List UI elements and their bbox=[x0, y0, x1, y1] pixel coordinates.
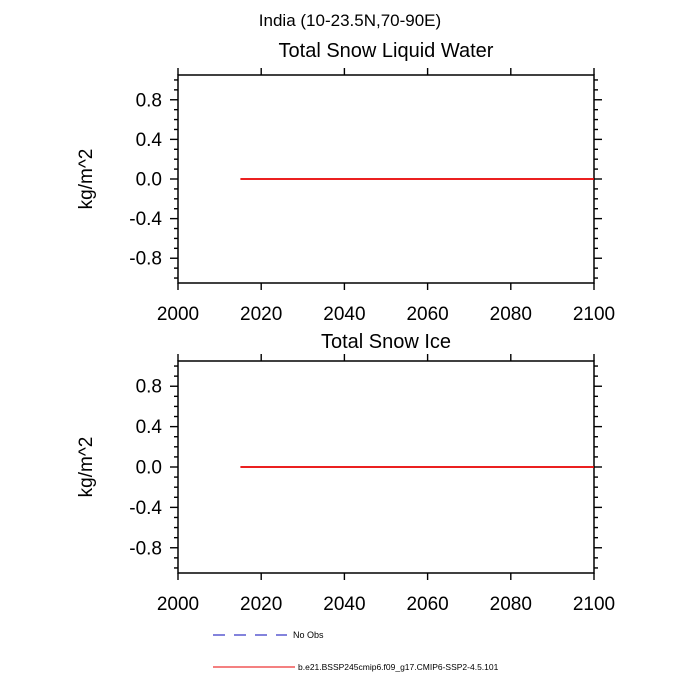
y-tick-label: -0.8 bbox=[129, 249, 162, 270]
x-tick-label: 2020 bbox=[240, 304, 282, 325]
x-tick-label: 2080 bbox=[490, 304, 532, 325]
y-tick-label: -0.8 bbox=[129, 538, 162, 559]
panel-title-snow-ice: Total Snow Ice bbox=[320, 331, 452, 353]
panel-1: 2000 2020 2040 2060 2080 2100 -0.8 -0.4 0.0 0.4 0.… bbox=[76, 68, 615, 325]
y-axis-label: kg/m^2 bbox=[76, 437, 97, 498]
x-tick-label: 2100 bbox=[573, 304, 615, 325]
legend-label-2: b.e21.BSSP245cmip6.f09_g17.CMIP6-SSP2-4.… bbox=[298, 662, 499, 672]
y-tick-label: -0.4 bbox=[129, 209, 162, 230]
y-tick-label: -0.4 bbox=[129, 498, 162, 519]
y-tick-label: 0.4 bbox=[136, 417, 163, 438]
legend-label-1: No Obs bbox=[293, 630, 324, 640]
y-tick-label: 0.8 bbox=[136, 90, 162, 111]
x-tick-label: 2100 bbox=[573, 594, 615, 615]
y-tick-label: 0.0 bbox=[136, 458, 162, 479]
x-tick-label: 2000 bbox=[157, 594, 199, 615]
y-tick-label: 0.8 bbox=[136, 377, 162, 398]
x-tick-label: 2040 bbox=[323, 304, 365, 325]
x-tick-label: 2040 bbox=[323, 594, 365, 615]
figure-title: India (10-23.5N,70-90E) bbox=[258, 11, 442, 30]
panel-2: 2000 2020 2040 2060 2080 2100 -0.8 -0.4 0.0 0.4 0.… bbox=[76, 354, 615, 615]
y-tick-label: 0.4 bbox=[136, 130, 163, 151]
y-tick-label: 0.0 bbox=[136, 170, 162, 191]
x-tick-label: 2060 bbox=[406, 594, 448, 615]
panel-title-snow-liquid-water: Total Snow Liquid Water bbox=[278, 40, 494, 62]
x-tick-label: 2060 bbox=[406, 304, 448, 325]
x-tick-label: 2080 bbox=[490, 594, 532, 615]
x-tick-label: 2000 bbox=[157, 304, 199, 325]
y-axis-label: kg/m^2 bbox=[76, 149, 97, 210]
x-tick-label: 2020 bbox=[240, 594, 282, 615]
